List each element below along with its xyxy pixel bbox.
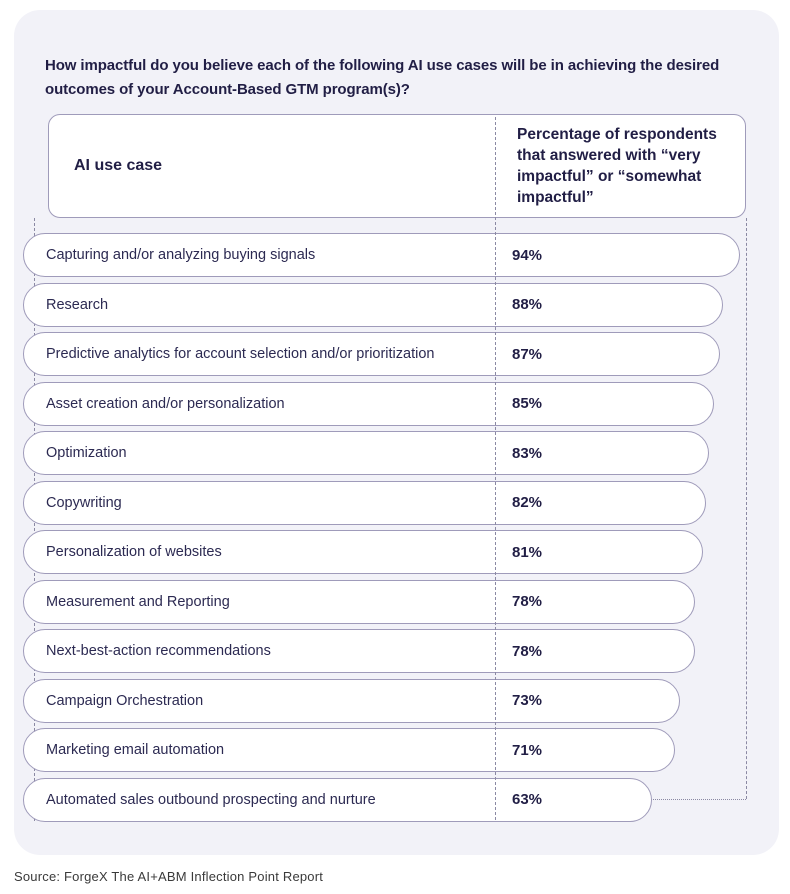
- column-divider-dashed-line: [495, 117, 496, 820]
- table-row: Copywriting 82%: [23, 480, 746, 525]
- row-value: 85%: [512, 395, 543, 412]
- table-row: Research 88%: [23, 282, 746, 327]
- table-row: Marketing email automation 71%: [23, 728, 746, 772]
- table-header: AI use case Percentage of respondents th…: [48, 114, 746, 218]
- table-row: Measurement and Reporting 78%: [23, 579, 746, 624]
- row-value: 78%: [512, 642, 543, 660]
- table-row: Optimization 83%: [23, 431, 746, 475]
- row-label: Next-best-action recommendations: [46, 643, 271, 659]
- row-label: Automated sales outbound prospecting and…: [46, 791, 376, 808]
- table-row: Asset creation and/or personalization 85…: [23, 381, 746, 426]
- table-row: Next-best-action recommendations 78%: [23, 629, 746, 673]
- bar-pill: [23, 728, 675, 772]
- table-row: Predictive analytics for account selecti…: [23, 332, 746, 376]
- row-label: Campaign Orchestration: [46, 692, 204, 709]
- table-row: Capturing and/or analyzing buying signal…: [23, 233, 746, 277]
- row-label: Copywriting: [46, 494, 122, 511]
- column-header-use-case: AI use case: [74, 157, 163, 174]
- column-header-percentage: Percentage of respondents that answered …: [517, 126, 717, 206]
- bar-pill: [23, 282, 723, 327]
- bar-pill: [23, 233, 740, 277]
- right-dashed-guide-line: [746, 218, 747, 799]
- table-row: Personalization of websites 81%: [23, 530, 746, 574]
- bar-pill: [23, 381, 715, 426]
- row-value: 94%: [512, 246, 543, 264]
- chart-area: AI use case Percentage of respondents th…: [14, 10, 779, 855]
- bar-pill: [23, 530, 703, 574]
- bar-pill: [23, 678, 681, 723]
- row-value: 78%: [512, 593, 543, 610]
- row-value: 88%: [512, 296, 543, 313]
- bar-pill: [23, 332, 721, 376]
- row-value: 81%: [512, 543, 543, 561]
- row-value: 71%: [512, 741, 543, 759]
- bar-pill: [23, 431, 709, 475]
- bar-pill: [23, 777, 652, 822]
- row-label: Capturing and/or analyzing buying signal…: [46, 247, 316, 263]
- row-label: Asset creation and/or personalization: [46, 395, 285, 412]
- row-label: Predictive analytics for account selecti…: [46, 346, 435, 362]
- bar-rows: Capturing and/or analyzing buying signal…: [23, 233, 746, 822]
- source-caption: Source: ForgeX The AI+ABM Inflection Poi…: [14, 869, 324, 884]
- row-value: 82%: [512, 494, 543, 511]
- row-value: 63%: [512, 791, 543, 808]
- table-row: Campaign Orchestration 73%: [23, 678, 746, 723]
- row-label: Marketing email automation: [46, 742, 225, 758]
- row-label: Optimization: [46, 445, 127, 461]
- row-value: 73%: [512, 692, 543, 709]
- row-value: 83%: [512, 444, 543, 462]
- dotted-connector-line: [651, 799, 746, 800]
- bar-pill: [23, 579, 695, 624]
- table-row: Automated sales outbound prospecting and…: [23, 777, 746, 822]
- chart-title: How impactful do you believe each of the…: [45, 57, 720, 98]
- bar-pill: [23, 629, 695, 673]
- row-label: Personalization of websites: [46, 544, 222, 560]
- bar-pill: [23, 480, 706, 525]
- row-label: Research: [46, 296, 109, 313]
- row-value: 87%: [512, 345, 543, 363]
- report-card: How impactful do you believe each of the…: [14, 10, 779, 855]
- row-label: Measurement and Reporting: [46, 593, 230, 610]
